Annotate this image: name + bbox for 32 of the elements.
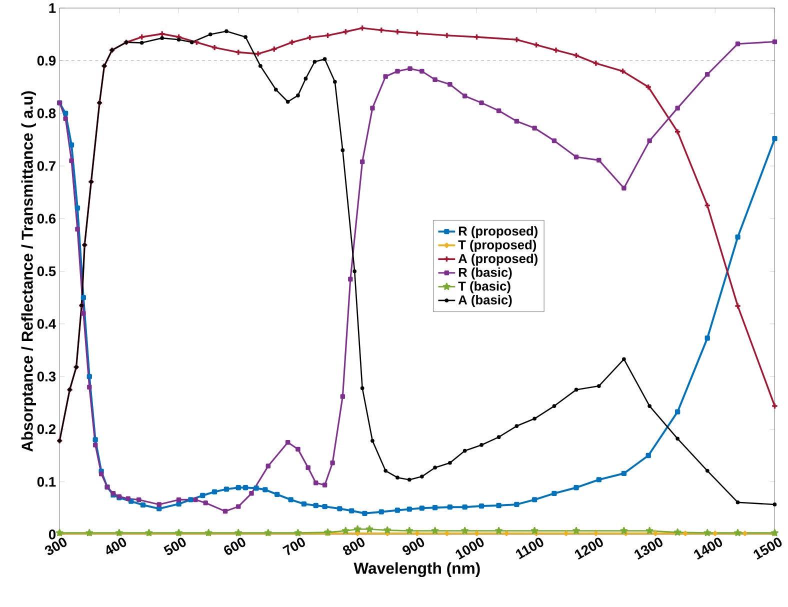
x-tick-label: 800 — [342, 538, 365, 556]
y-tick-label: 0.5 — [37, 266, 56, 276]
y-axis-title: Absorptance / Reflectance / Transmittance ( a.u) — [21, 91, 36, 452]
legend-label: A (proposed) — [458, 254, 538, 266]
y-tick-label: 0.6 — [37, 214, 56, 224]
y-tick-label: 0.2 — [37, 424, 56, 434]
y-tick-label: 0.4 — [37, 319, 56, 329]
x-tick-label: 900 — [402, 538, 424, 556]
legend-label: T (proposed) — [458, 240, 536, 252]
x-tick-label: 1300 — [634, 538, 662, 560]
x-tick-label: 700 — [282, 538, 305, 556]
x-tick-label: 500 — [164, 538, 186, 556]
x-tick-label: 600 — [224, 538, 246, 555]
x-tick-label: 300 — [44, 538, 67, 556]
x-tick-label: 1000 — [456, 538, 484, 560]
x-axis-title: Wavelength (nm) — [354, 562, 480, 578]
y-tick-label: 0.9 — [37, 56, 56, 66]
y-tick-label: 0.7 — [37, 161, 56, 171]
legend-label: R (basic) — [458, 267, 512, 280]
y-tick-label: 0.8 — [37, 108, 56, 118]
y-tick-label: 0.1 — [37, 476, 56, 487]
x-tick-label: 1400 — [694, 538, 722, 560]
x-tick-label: 1200 — [574, 538, 603, 560]
legend-label: R (proposed) — [458, 226, 538, 238]
x-tick-label: 400 — [106, 538, 126, 554]
legend-label: T (basic) — [458, 281, 510, 294]
y-tick-label: 0 — [48, 530, 56, 540]
x-tick-label: 1500 — [754, 538, 782, 560]
y-tick-label: 0.3 — [37, 372, 56, 382]
legend-label: A (basic) — [458, 295, 512, 308]
y-tick-label: 1 — [49, 3, 56, 13]
x-tick-label: 1100 — [516, 538, 544, 560]
